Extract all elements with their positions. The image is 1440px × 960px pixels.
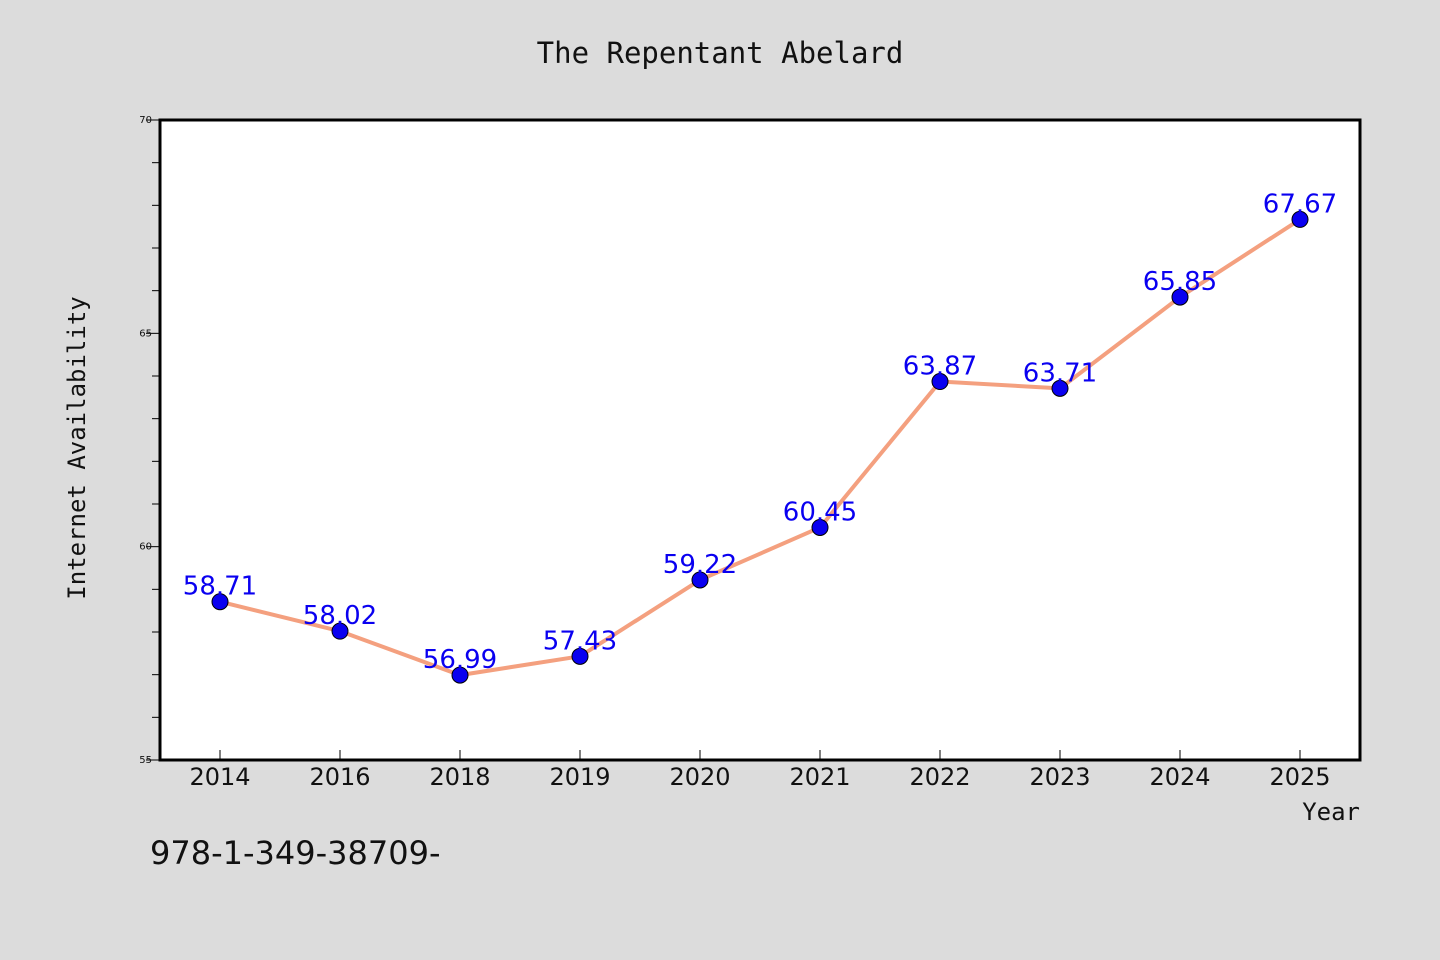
data-point: [1171, 288, 1189, 306]
data-label: 67.67: [1263, 189, 1337, 219]
x-tick-label: 2022: [909, 763, 970, 791]
x-tick-label: 2020: [669, 763, 730, 791]
y-tick-label: 70: [139, 115, 152, 126]
data-point: [571, 647, 589, 665]
data-label: 63.87: [903, 352, 977, 382]
x-tick-label: 2025: [1269, 763, 1330, 791]
data-label: 63.71: [1023, 358, 1097, 388]
data-point: [211, 593, 229, 611]
series-line: [218, 217, 1302, 678]
data-label: 65.85: [1143, 267, 1217, 297]
data-point: [451, 666, 469, 684]
data-label: 58.02: [303, 601, 377, 631]
data-label: 58.71: [183, 572, 257, 602]
data-label: 56.99: [423, 645, 497, 675]
data-label: 57.43: [543, 626, 617, 656]
data-point: [1051, 379, 1069, 397]
x-tick-label: 2021: [789, 763, 850, 791]
x-tick-label: 2014: [189, 763, 250, 791]
y-axis: 55 60 65 70: [139, 115, 160, 766]
data-point: [811, 518, 829, 536]
plot-area: [160, 120, 1360, 760]
series-group: 58.71 58.02 56.99 57.43 59.22 60.45 63.87 63.71…: [183, 189, 1337, 684]
y-axis-label: Internet Availability: [63, 296, 91, 599]
x-axis-label: Year: [1302, 798, 1360, 826]
y-tick-label: 65: [139, 328, 152, 339]
data-label: 60.45: [783, 497, 857, 527]
chart-title: The Repentant Abelard: [537, 36, 904, 70]
data-point: [931, 373, 949, 391]
isbn-label: 978-1-349-38709-: [150, 834, 441, 872]
x-tick-label: 2019: [549, 763, 610, 791]
x-tick-label: 2018: [429, 763, 490, 791]
x-axis: 2014 2016 2018 2019 2020 2021 2022 2023 2024 2025: [189, 750, 1331, 791]
x-tick-label: 2016: [309, 763, 370, 791]
x-tick-label: 2024: [1149, 763, 1210, 791]
y-tick-label: 60: [139, 542, 152, 553]
data-point: [1291, 210, 1309, 228]
y-tick-label: 55: [139, 755, 152, 766]
data-point: [331, 622, 349, 640]
data-point: [691, 571, 709, 589]
data-label: 59.22: [663, 550, 737, 580]
plot-border: [158, 118, 1362, 762]
x-tick-label: 2023: [1029, 763, 1090, 791]
